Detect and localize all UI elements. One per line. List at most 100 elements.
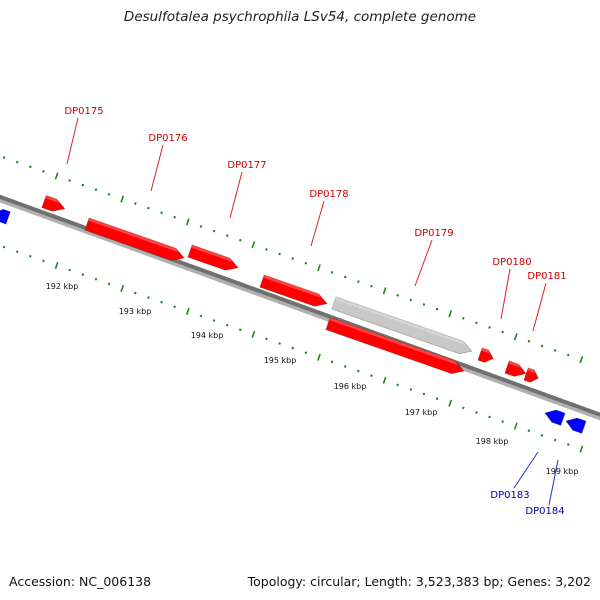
outer-row-minor-tick	[68, 179, 72, 182]
genome-summary-text: Topology: circular; Length: 3,523,383 bp…	[247, 574, 591, 589]
inner-row-minor-tick	[199, 314, 203, 318]
outer-row-major-tick	[448, 310, 453, 318]
outer-row-minor-tick	[81, 183, 85, 187]
outer-row-minor-tick	[173, 215, 176, 219]
inner-row-minor-tick	[566, 443, 570, 446]
gene-label-dp0176[interactable]: DP0176	[148, 133, 187, 144]
label-leaders	[66, 117, 559, 506]
outer-row-minor-tick	[29, 165, 32, 169]
gene-arrow-dp0175	[41, 194, 66, 212]
inner-row-major-tick	[382, 376, 387, 384]
outer-row-minor-tick	[2, 156, 6, 159]
outer-row-minor-tick	[461, 316, 465, 320]
inner-row-minor-tick	[225, 323, 229, 327]
scale-label: 199 kbp	[546, 467, 579, 476]
gene-label-dp0179[interactable]: DP0179	[414, 228, 453, 239]
leader-line-dp0180	[500, 268, 511, 320]
outer-row-minor-tick	[199, 225, 203, 228]
inner-row-minor-tick	[42, 259, 45, 263]
inner-row-minor-tick	[553, 438, 557, 442]
gene-label-dp0183[interactable]: DP0183	[490, 490, 529, 501]
inner-row-minor-tick	[396, 383, 400, 387]
scale-label: 193 kbp	[119, 307, 152, 316]
scale-label: 196 kbp	[334, 382, 367, 391]
scale-label: 198 kbp	[476, 437, 509, 446]
inner-row-minor-tick	[409, 388, 413, 391]
inner-row-minor-tick	[278, 342, 281, 345]
outer-row-minor-tick	[107, 192, 111, 196]
inner-row-major-tick	[54, 261, 59, 270]
outer-row-minor-tick	[212, 229, 216, 233]
outer-row-minor-tick	[238, 238, 242, 242]
outer-row-minor-tick	[357, 280, 360, 283]
gene-arrow-dp0184	[565, 417, 587, 434]
outer-row-minor-tick	[343, 275, 347, 279]
inner-row-minor-tick	[461, 406, 465, 410]
gene-label-dp0175[interactable]: DP0175	[64, 106, 103, 117]
outer-row-major-tick	[382, 287, 387, 295]
leader-line-dp0181	[532, 282, 547, 332]
outer-row-major-tick	[120, 195, 125, 203]
inner-row-minor-tick	[291, 346, 295, 350]
inner-row-minor-tick	[29, 254, 32, 258]
leader-line-dp0178	[310, 200, 325, 247]
leader-line-dp0177	[229, 171, 243, 219]
inner-row-minor-tick	[94, 277, 98, 281]
inner-row-minor-tick	[475, 411, 478, 414]
inner-row-minor-tick	[212, 319, 216, 322]
inner-row-minor-tick	[68, 268, 72, 272]
outer-row-minor-tick	[278, 252, 281, 256]
outer-row-minor-tick	[330, 271, 334, 274]
inner-row-major-tick	[317, 353, 321, 361]
outer-row-minor-tick	[147, 206, 150, 210]
tick-marks	[2, 156, 584, 453]
gene-label-dp0178[interactable]: DP0178	[309, 189, 348, 200]
inner-row-minor-tick	[15, 250, 19, 254]
gene-arrow-dp0181a	[504, 360, 527, 377]
scale-label: 194 kbp	[191, 331, 224, 340]
inner-row-minor-tick	[173, 305, 176, 309]
outer-row-minor-tick	[42, 169, 45, 173]
outer-row-minor-tick	[304, 261, 308, 265]
scale-label: 192 kbp	[46, 282, 79, 291]
gene-arrow-dp0176	[84, 217, 185, 261]
genome-title: Desulfotalea psychrophila LSv54, complet…	[123, 9, 477, 25]
leader-line-dp0176	[150, 144, 164, 192]
gene-label-dp0184[interactable]: DP0184	[525, 506, 564, 517]
gene-label-dp0180[interactable]: DP0180	[492, 257, 531, 268]
gene-arrow-dp0177	[187, 244, 239, 271]
inner-row-minor-tick	[304, 351, 308, 355]
gene-arrow-dp0181b	[523, 367, 539, 383]
outer-row-minor-tick	[160, 211, 163, 215]
outer-row-major-tick	[185, 218, 190, 226]
gene-arrow-dp0180	[477, 347, 494, 363]
scale-labels: 192 kbp 193 kbp 194 kbp 195 kbp 196 kbp 197 k…	[46, 282, 579, 476]
accession-text: Accession: NC_006138	[9, 574, 152, 589]
gene-label-dp0181[interactable]: DP0181	[527, 271, 566, 282]
outer-row-major-tick	[579, 356, 584, 364]
gene-arrow-dp0179	[331, 296, 473, 355]
outer-row-minor-tick	[501, 330, 504, 334]
inner-row-minor-tick	[330, 360, 334, 364]
outer-row-minor-tick	[265, 248, 268, 251]
gene-arrow-dp0178b	[325, 316, 465, 375]
outer-row-minor-tick	[134, 202, 137, 205]
inner-row-major-tick	[513, 422, 518, 430]
outer-row-minor-tick	[94, 188, 98, 192]
outer-row-major-tick	[513, 333, 518, 341]
inner-row-minor-tick	[488, 415, 491, 419]
inner-row-minor-tick	[501, 420, 504, 423]
inner-row-major-tick	[120, 284, 125, 292]
gene-labels: DP0175 DP0176 DP0177 DP0178 DP0179 DP0180 DP01…	[64, 106, 566, 517]
inner-row-minor-tick	[2, 245, 6, 249]
gene-arrow-left-edge	[0, 208, 11, 225]
inner-row-minor-tick	[527, 429, 531, 433]
outer-row-major-tick	[251, 241, 256, 249]
gene-label-dp0177[interactable]: DP0177	[227, 160, 266, 171]
leader-line-dp0184	[548, 459, 559, 506]
leader-line-dp0175	[66, 117, 79, 165]
inner-row-minor-tick	[134, 291, 137, 295]
inner-row-major-tick	[251, 330, 256, 338]
inner-row-minor-tick	[540, 433, 544, 437]
